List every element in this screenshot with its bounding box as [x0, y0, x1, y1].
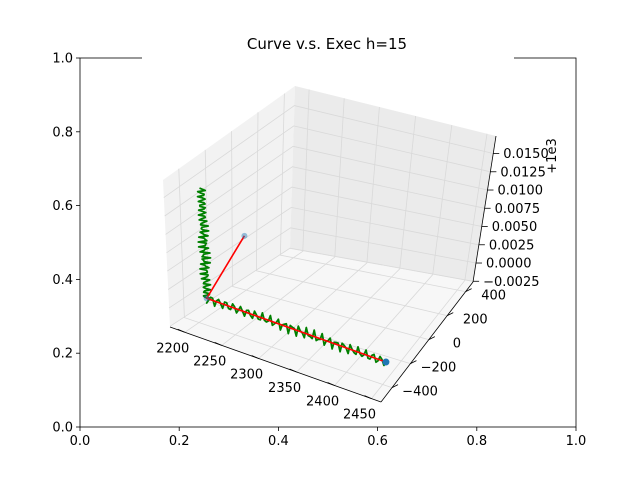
- grid-x: [296, 115, 416, 373]
- grid-z: [163, 105, 494, 198]
- outer-x-tick-label: 0.8: [466, 434, 487, 449]
- outer-y-tick-label: 0.0: [52, 421, 73, 436]
- chart-title: Curve v.s. Exec h=15: [247, 35, 407, 53]
- outer-y-tick-label: 0.6: [52, 199, 73, 214]
- outer-x-tick-label: 0.6: [367, 434, 388, 449]
- outer-y-tick-label: 0.4: [52, 273, 73, 288]
- grid-x: [334, 124, 453, 386]
- grid-x: [371, 133, 488, 399]
- z-tick-label: 0.0150: [503, 147, 549, 162]
- outer-x-tick-label: 1.0: [566, 434, 587, 449]
- outer-x-tick-label: 0.0: [70, 434, 91, 449]
- outer-x-tick-label: 0.2: [169, 434, 190, 449]
- y-tick-label: 0: [453, 337, 461, 352]
- grid-z: [168, 227, 477, 309]
- grid-z: [166, 166, 485, 254]
- y-tick-label: −200: [421, 361, 457, 376]
- x-tick-label: 2350: [268, 381, 301, 396]
- x-tick-label: 2300: [230, 368, 263, 383]
- outer-y-tick-label: 0.2: [52, 347, 73, 362]
- grid-y: [178, 168, 393, 388]
- z-tick-label: −0.0025: [483, 275, 539, 290]
- outer-ticks: 0.0 0.2 0.4 0.6 0.8 1.0 0.0 0.2 0.4 0.6 0.8 1.0: [52, 52, 586, 450]
- z-tick-label: 0.0000: [486, 257, 532, 272]
- data-marker: [203, 295, 210, 302]
- x-axis-line: [169, 326, 382, 403]
- grid-y: [231, 131, 429, 340]
- executed-curve-line: [196, 187, 387, 367]
- y-tick: [428, 336, 436, 340]
- x-tick: [289, 368, 297, 373]
- x-tick: [364, 395, 372, 399]
- data-marker: [241, 232, 248, 239]
- y-tick: [410, 360, 417, 364]
- pane-floor: [170, 249, 473, 402]
- x-tick: [327, 382, 335, 386]
- x-tick-label: 2200: [156, 341, 189, 356]
- planned-path-line: [205, 235, 387, 363]
- z-axis-line: [472, 135, 497, 283]
- pane-back: [290, 86, 496, 282]
- grid-y: [279, 93, 466, 292]
- z-tick-label: 0.0100: [497, 184, 543, 199]
- grid-z: [167, 186, 482, 272]
- x-tick-label: 2450: [343, 408, 376, 423]
- x-tick: [177, 328, 185, 333]
- z-tick-label: 0.0050: [492, 220, 538, 235]
- z-offset-label: +1e3: [545, 138, 560, 173]
- y-tick-label: 400: [481, 289, 506, 304]
- data-marker: [382, 358, 390, 366]
- x-tick: [251, 355, 259, 359]
- z-tick-label: 0.0075: [495, 202, 541, 217]
- title-background: [142, 46, 514, 68]
- grid-z: [164, 125, 491, 217]
- z-tick-label: 0.0025: [489, 238, 535, 253]
- outer-y-tick-label: 1.0: [52, 52, 73, 67]
- grid-y: [255, 112, 448, 316]
- grid-x: [221, 98, 345, 346]
- grid-x: [258, 106, 380, 359]
- outer-x-tick-label: 0.4: [268, 434, 289, 449]
- outer-y-tick-label: 0.8: [52, 125, 73, 140]
- y-tick: [465, 288, 472, 292]
- y-tick: [391, 384, 399, 388]
- plot-lines: [196, 187, 390, 367]
- y-tick: [447, 312, 454, 316]
- x-tick-label: 2250: [193, 354, 226, 369]
- z-tick-label: 0.0125: [500, 165, 546, 180]
- y-tick-label: −400: [402, 385, 438, 400]
- x-tick-label: 2400: [306, 395, 339, 410]
- y-axis-line: [380, 281, 474, 403]
- grid-z: [165, 145, 488, 235]
- x-tick: [214, 342, 222, 346]
- y-tick-label: 200: [463, 313, 488, 328]
